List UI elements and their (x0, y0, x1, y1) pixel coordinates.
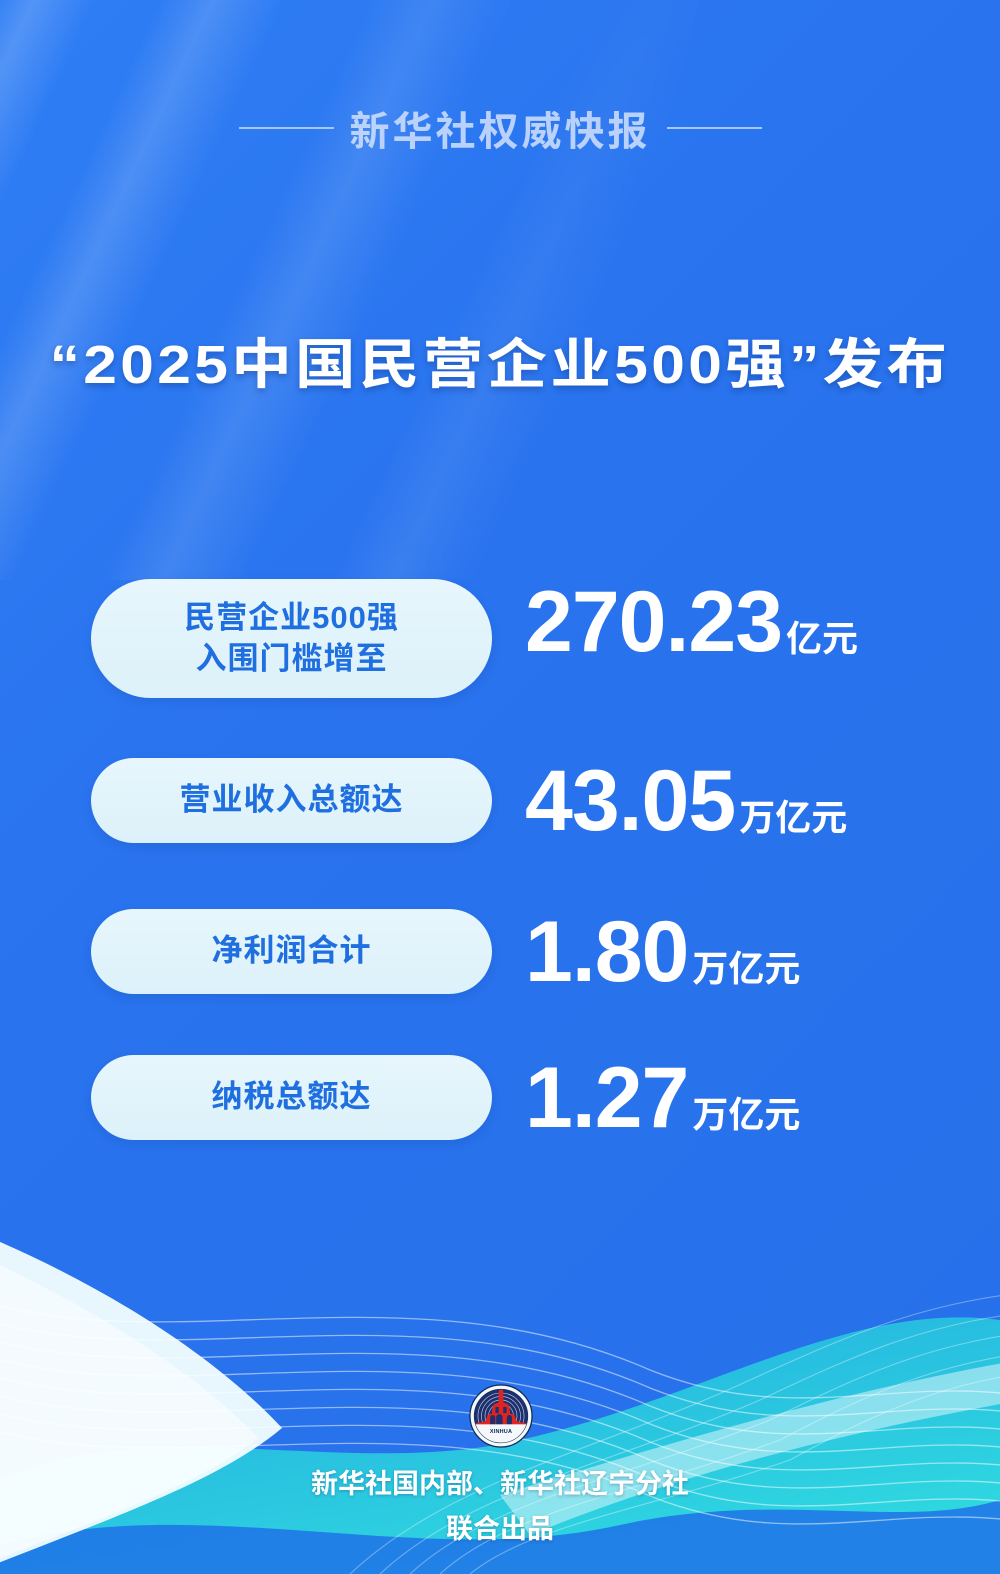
svg-text:XINHUA: XINHUA (490, 1429, 512, 1435)
